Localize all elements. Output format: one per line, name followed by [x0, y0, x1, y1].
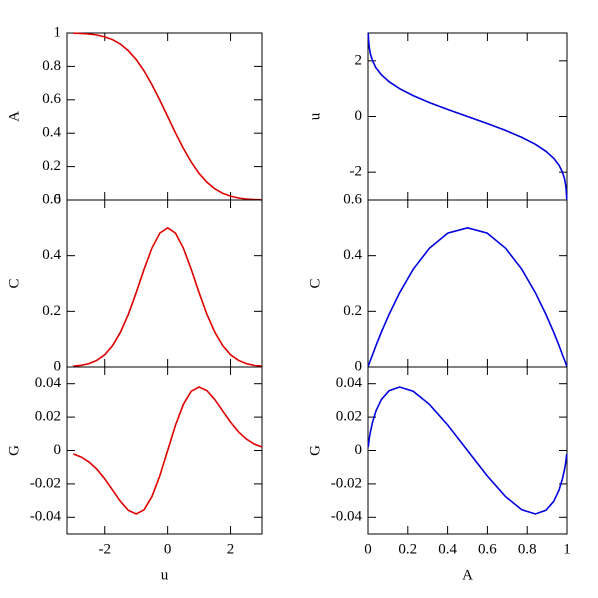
- curve: [367, 227, 568, 367]
- x-tick-label: 0.2: [398, 541, 417, 557]
- y-tick-label: 0: [54, 191, 62, 207]
- y-tick-label: 0.4: [42, 125, 61, 141]
- y-tick-label: 0: [54, 442, 62, 458]
- y-tick-label: 0.4: [343, 247, 362, 263]
- y-tick-label: 0.2: [42, 303, 61, 319]
- y-axis-label: G: [307, 445, 323, 456]
- y-tick-label: 1: [54, 24, 62, 40]
- y-tick-label: 0.2: [42, 158, 61, 174]
- curve: [367, 386, 568, 515]
- x-tick-label: 0.6: [478, 541, 497, 557]
- curve: [73, 226, 263, 367]
- y-tick-label: 0.6: [42, 191, 61, 207]
- y-axis-label: u: [307, 112, 323, 120]
- y-tick-label: 0: [54, 358, 62, 374]
- panel-frame: [367, 199, 568, 368]
- y-tick-label: 2: [355, 52, 363, 68]
- x-tick-label: 1: [563, 541, 571, 557]
- x-tick-label: -2: [98, 541, 111, 557]
- y-tick-label: 0.2: [343, 303, 362, 319]
- y-axis-label: G: [6, 445, 22, 456]
- y-tick-label: 0.6: [42, 91, 61, 107]
- y-tick-label: 0.04: [35, 375, 62, 391]
- curve: [73, 32, 263, 201]
- y-tick-label: 0.6: [343, 191, 362, 207]
- y-axis-label: C: [6, 278, 22, 288]
- y-tick-label: 0: [355, 442, 363, 458]
- panel-frame: [66, 32, 263, 201]
- y-tick-label: 0.04: [336, 375, 363, 391]
- y-tick-label: -2: [350, 164, 363, 180]
- y-axis-label: A: [6, 111, 22, 122]
- x-tick-label: 0.4: [438, 541, 457, 557]
- y-tick-label: 0.02: [35, 409, 61, 425]
- x-axis-label: A: [462, 567, 473, 583]
- x-tick-label: 2: [227, 541, 235, 557]
- curve: [367, 32, 568, 201]
- y-tick-label: -0.02: [331, 475, 362, 491]
- y-tick-label: -0.04: [331, 509, 363, 525]
- panel-frame: [66, 199, 263, 368]
- curve: [73, 386, 263, 515]
- x-tick-label: 0.8: [518, 541, 537, 557]
- x-axis-label: u: [161, 567, 169, 583]
- x-tick-label: 0: [364, 541, 372, 557]
- y-tick-label: 0.02: [336, 409, 362, 425]
- y-tick-label: 0: [355, 108, 363, 124]
- y-tick-label: 0.8: [42, 58, 61, 74]
- y-tick-label: -0.02: [30, 475, 61, 491]
- y-tick-label: 0: [355, 358, 363, 374]
- x-tick-label: 0: [164, 541, 172, 557]
- y-axis-label: C: [307, 278, 323, 288]
- y-tick-label: 0.4: [42, 247, 61, 263]
- y-tick-label: -0.04: [30, 509, 62, 525]
- panel-frame: [66, 366, 263, 535]
